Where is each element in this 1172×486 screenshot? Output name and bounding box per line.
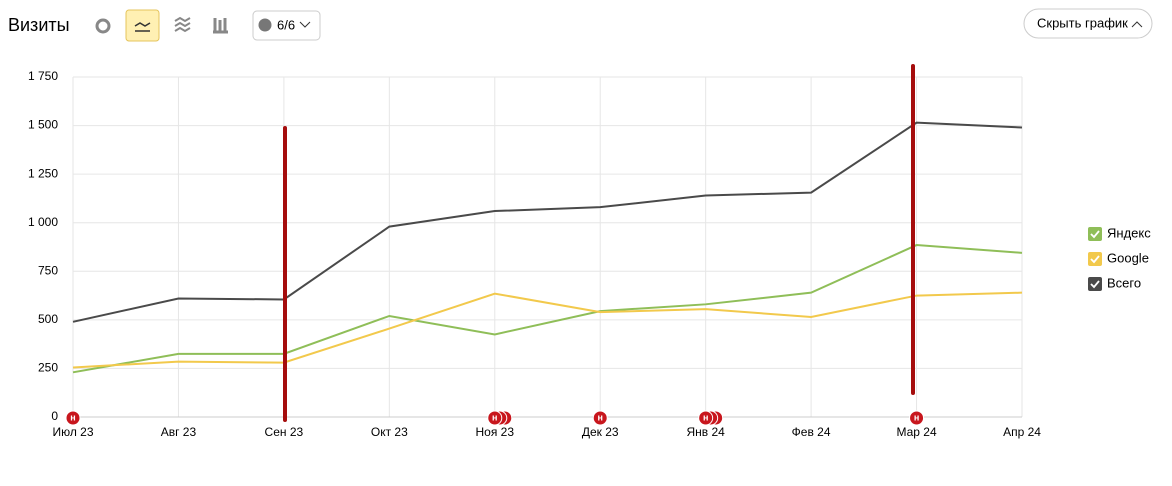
event-marker xyxy=(698,410,714,426)
legend-label: Google xyxy=(1107,250,1149,265)
x-tick-label: Дек 23 xyxy=(582,425,619,439)
legend-label: Яндекс xyxy=(1107,225,1151,240)
legend-checkbox xyxy=(1088,277,1102,291)
legend-check xyxy=(1090,255,1100,264)
x-tick-label: Июл 23 xyxy=(52,425,93,439)
event-marker xyxy=(487,410,503,426)
event-label: н xyxy=(703,412,708,422)
x-tick-label: Авг 23 xyxy=(161,425,197,439)
y-tick-label: 250 xyxy=(38,361,58,375)
bar-icon[interactable] xyxy=(213,18,228,34)
comments-count: 6/6 xyxy=(277,17,295,32)
x-tick-label: Мар 24 xyxy=(896,425,936,439)
legend-checkbox xyxy=(1088,227,1102,241)
comments-button[interactable]: 6/6 xyxy=(252,10,321,41)
series-line xyxy=(72,291,1023,369)
legend-check xyxy=(1090,280,1100,289)
y-tick-label: 1 500 xyxy=(28,118,58,132)
x-tick-label: Фев 24 xyxy=(792,425,831,439)
event-label: н xyxy=(492,412,497,422)
hide-label: Скрыть график xyxy=(1037,15,1128,30)
x-tick-label: Янв 24 xyxy=(686,425,725,439)
y-tick-label: 0 xyxy=(51,409,58,423)
event-marker xyxy=(909,410,925,426)
series-line xyxy=(72,244,1023,374)
event-label: н xyxy=(914,412,919,422)
y-tick-label: 1 750 xyxy=(28,69,58,83)
series-line xyxy=(72,121,1023,323)
line-icon[interactable] xyxy=(125,9,160,42)
event-marker xyxy=(592,410,608,426)
y-tick-label: 750 xyxy=(38,263,58,277)
pie-icon[interactable] xyxy=(95,18,111,34)
event-marker xyxy=(65,410,81,426)
y-tick-label: 1 250 xyxy=(28,166,58,180)
legend-label: Всего xyxy=(1107,275,1141,290)
legend-checkbox xyxy=(1088,252,1102,266)
y-tick-label: 500 xyxy=(38,312,58,326)
area-icon[interactable] xyxy=(174,16,191,33)
x-tick-label: Окт 23 xyxy=(371,425,408,439)
x-tick-label: Сен 23 xyxy=(265,425,304,439)
event-label: н xyxy=(70,412,75,422)
title: Визиты xyxy=(8,15,70,35)
legend-check xyxy=(1090,230,1100,239)
y-tick-label: 1 000 xyxy=(28,215,58,229)
hide-button[interactable]: Скрыть график xyxy=(1023,8,1153,39)
event-label: н xyxy=(598,412,603,422)
x-tick-label: Ноя 23 xyxy=(476,425,515,439)
x-tick-label: Апр 24 xyxy=(1003,425,1041,439)
